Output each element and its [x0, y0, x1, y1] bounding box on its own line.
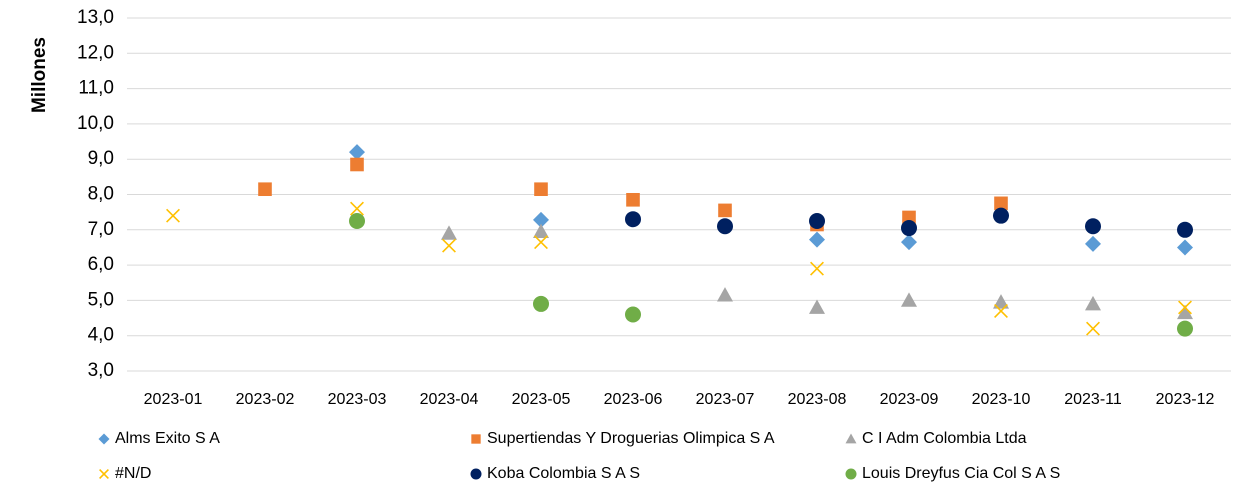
data-point [809, 299, 825, 314]
legend-marker [471, 434, 481, 444]
legend-marker [99, 469, 109, 479]
data-point [349, 212, 365, 229]
x-tick-label: 2023-06 [604, 391, 663, 408]
data-point [442, 238, 456, 253]
data-point [1177, 221, 1193, 238]
y-axis-label: Millones [29, 37, 50, 113]
data-point [166, 208, 180, 223]
data-point [1085, 218, 1101, 235]
data-point [994, 304, 1008, 318]
y-tick-label: 7,0 [88, 219, 114, 240]
data-point [533, 223, 549, 238]
y-tick-label: 10,0 [77, 113, 114, 134]
legend-label: C I Adm Colombia Ltda [862, 430, 1027, 447]
data-point [1085, 235, 1101, 252]
y-tick-label: 6,0 [88, 254, 114, 275]
legend-label: #N/D [115, 465, 151, 482]
x-tick-label: 2023-02 [236, 391, 295, 408]
legend-label: Koba Colombia S A S [487, 465, 640, 482]
data-point [1178, 300, 1192, 315]
data-point [534, 182, 548, 197]
data-point [534, 235, 548, 250]
x-tick-label: 2023-04 [420, 391, 479, 408]
data-point [809, 212, 825, 229]
y-tick-label: 13,0 [77, 7, 114, 28]
data-point [1177, 320, 1193, 337]
data-point [533, 211, 549, 228]
data-point [717, 218, 733, 235]
x-tick-label: 2023-09 [880, 391, 939, 408]
data-point [533, 295, 549, 312]
x-tick-label: 2023-11 [1064, 391, 1122, 408]
data-point [993, 294, 1009, 309]
data-point [625, 211, 641, 228]
data-point [717, 287, 733, 302]
data-point [810, 261, 824, 276]
data-point [258, 182, 272, 197]
x-tick-label: 2023-05 [512, 391, 571, 408]
data-point [993, 207, 1009, 224]
data-point [718, 203, 732, 218]
data-point [1177, 239, 1193, 256]
y-tick-label: 9,0 [88, 148, 114, 169]
data-point [350, 201, 364, 216]
data-point [626, 192, 640, 207]
legend-marker [845, 468, 857, 480]
y-tick-label: 3,0 [88, 360, 114, 381]
x-tick-label: 2023-08 [788, 391, 847, 408]
legend-marker [98, 433, 110, 445]
y-tick-label: 4,0 [88, 325, 114, 346]
data-point [901, 234, 917, 251]
data-point [901, 220, 917, 237]
y-tick-label: 8,0 [88, 184, 114, 205]
legend-marker [470, 468, 482, 480]
x-tick-label: 2023-07 [696, 391, 755, 408]
data-point [1177, 304, 1193, 320]
x-tick-label: 2023-01 [144, 391, 203, 408]
y-tick-label: 5,0 [88, 289, 114, 310]
x-tick-label: 2023-12 [1156, 391, 1215, 408]
data-point [350, 157, 364, 172]
data-point [625, 306, 641, 323]
legend-label: Alms Exito S A [115, 430, 220, 447]
y-tick-label: 11,0 [78, 78, 114, 99]
legend-marker [845, 433, 857, 444]
data-point [809, 231, 825, 248]
data-point [349, 144, 365, 161]
y-tick-label: 12,0 [77, 42, 114, 63]
data-point [994, 196, 1008, 211]
legend-label: Louis Dreyfus Cia Col S A S [862, 465, 1060, 482]
x-tick-label: 2023-10 [972, 391, 1031, 408]
data-point [1086, 321, 1100, 336]
data-point [901, 292, 917, 307]
legend-label: Supertiendas Y Droguerias Olimpica S A [487, 430, 775, 447]
x-tick-label: 2023-03 [328, 391, 387, 408]
data-point [441, 225, 457, 240]
data-point [1085, 295, 1101, 311]
